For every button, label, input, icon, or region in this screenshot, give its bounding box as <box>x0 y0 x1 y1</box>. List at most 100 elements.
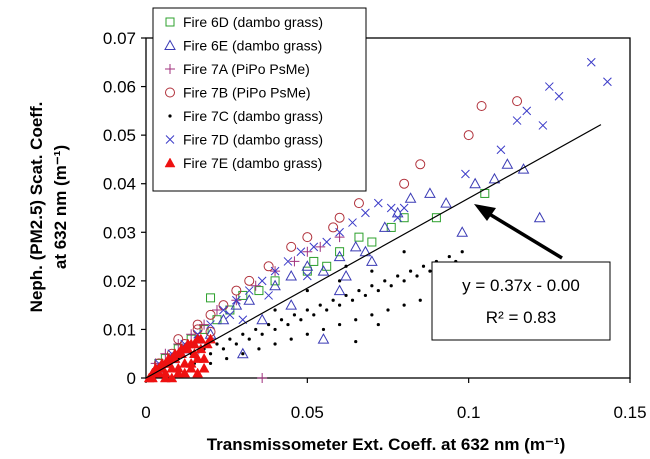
data-point <box>399 178 410 189</box>
data-point <box>205 309 216 320</box>
data-point <box>206 320 215 329</box>
data-point <box>228 337 232 341</box>
legend-marker <box>168 114 172 118</box>
data-point <box>349 240 362 252</box>
data-point <box>169 348 181 358</box>
data-point <box>415 159 426 170</box>
data-point <box>309 242 319 252</box>
data-point <box>533 211 546 223</box>
data-point <box>302 266 312 276</box>
data-point <box>389 284 393 288</box>
data-point <box>335 227 344 237</box>
data-point <box>273 327 277 332</box>
data-point <box>283 257 293 266</box>
data-point <box>586 57 596 67</box>
data-point <box>273 342 277 346</box>
data-point <box>402 250 406 254</box>
data-point <box>270 276 280 286</box>
data-point <box>257 373 268 383</box>
data-point <box>182 338 194 349</box>
data-point <box>267 322 271 327</box>
data-point <box>302 232 313 243</box>
data-point <box>440 197 452 208</box>
data-point <box>350 298 355 302</box>
data-point <box>544 82 554 91</box>
data-point <box>198 362 210 373</box>
data-point <box>361 208 370 218</box>
y-axis-title-line2: at 632 nm (m⁻¹) <box>51 145 70 269</box>
data-point <box>302 246 313 257</box>
data-point <box>354 232 364 242</box>
data-point <box>322 237 332 247</box>
legend-label: Fire 7E (dambo grass) <box>183 155 322 171</box>
data-point <box>501 158 514 169</box>
data-point <box>370 313 374 317</box>
data-point <box>370 284 374 288</box>
data-point <box>383 279 387 283</box>
data-point <box>334 212 345 223</box>
data-point <box>208 361 213 366</box>
y-tick-label: 0.04 <box>103 175 136 194</box>
data-point <box>211 305 222 315</box>
data-point <box>354 339 358 344</box>
data-point <box>333 250 346 262</box>
legend-label: Fire 7D (dambo grass) <box>183 132 323 148</box>
data-point <box>199 319 210 330</box>
data-point <box>243 294 256 305</box>
data-point <box>186 329 197 340</box>
data-point <box>219 305 228 315</box>
x-tick-label: 0.1 <box>457 403 481 422</box>
data-point <box>338 279 342 283</box>
data-point <box>244 275 255 286</box>
data-point <box>488 172 501 184</box>
data-point <box>166 372 178 383</box>
data-point <box>221 347 226 351</box>
data-point <box>512 116 522 125</box>
data-point <box>230 299 243 310</box>
data-point <box>269 279 281 291</box>
data-points <box>143 57 612 383</box>
data-point <box>302 271 312 281</box>
legend-item: Fire 7B (PiPo PsMe) <box>165 85 311 101</box>
data-point <box>176 343 187 354</box>
data-point <box>325 308 329 312</box>
data-point <box>315 241 326 252</box>
data-point <box>163 353 175 363</box>
data-point <box>236 347 249 359</box>
data-point <box>289 256 300 267</box>
data-point <box>286 322 290 327</box>
data-point <box>334 232 345 243</box>
data-point <box>279 318 284 322</box>
data-point <box>206 293 216 303</box>
data-point <box>273 308 277 312</box>
data-point <box>554 91 564 101</box>
data-point <box>328 222 339 233</box>
data-point <box>156 357 168 368</box>
data-point <box>421 264 426 268</box>
data-point <box>292 313 297 317</box>
y-tick-label: 0.07 <box>103 29 136 48</box>
data-point <box>354 318 358 322</box>
data-point <box>378 221 391 232</box>
data-point <box>340 269 352 281</box>
data-point <box>331 298 335 302</box>
y-tick-label: 0.03 <box>103 223 136 242</box>
data-point <box>238 290 248 300</box>
data-point <box>318 303 322 307</box>
data-point <box>312 313 316 317</box>
data-point <box>357 288 361 293</box>
data-point <box>247 337 251 341</box>
data-point <box>217 313 230 325</box>
legend-label: Fire 7A (PiPo PsMe) <box>183 61 310 77</box>
x-tick-label: 0.05 <box>291 403 324 422</box>
legend-marker <box>165 17 175 27</box>
legend-marker <box>164 39 176 50</box>
data-point <box>215 342 219 346</box>
data-point <box>415 274 419 278</box>
data-point <box>286 241 297 252</box>
data-point <box>185 362 197 373</box>
data-point <box>404 192 417 203</box>
data-point <box>386 308 390 312</box>
data-point <box>335 247 345 257</box>
